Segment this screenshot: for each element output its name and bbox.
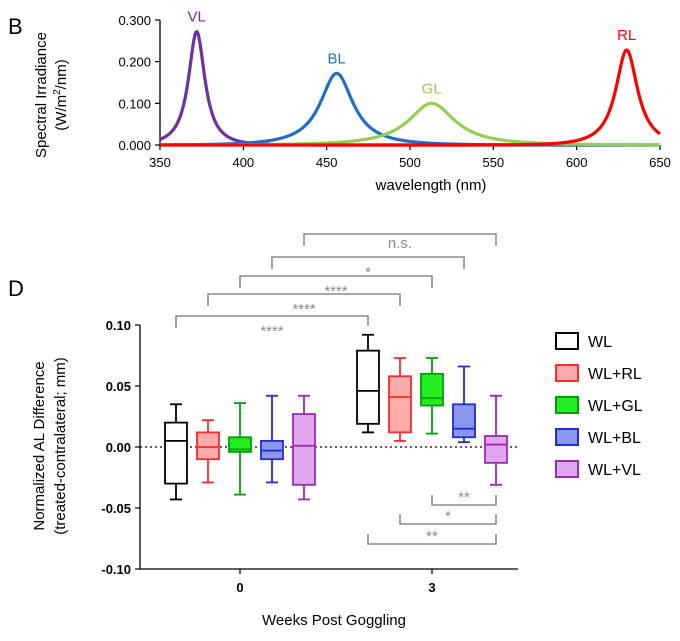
box-wl-gl-week-0 <box>228 402 252 496</box>
panel-b-x-tick-label: 350 <box>149 155 171 170</box>
significance-label: * <box>445 508 451 525</box>
significance-bracket <box>175 315 369 328</box>
panel-b-curves <box>159 30 661 147</box>
panel-b-x-tick-label: 450 <box>316 155 338 170</box>
panel-d-label: D <box>8 276 24 301</box>
panel-d-y-axis-label: Normalized AL Difference <box>31 361 48 530</box>
interquartile-box <box>356 349 380 425</box>
panel-b-y-tick-label: 0.200 <box>118 55 151 70</box>
significance-bracket <box>431 495 497 506</box>
legend-swatch-wl <box>555 332 579 350</box>
spectrum-label-vl: VL <box>187 9 205 26</box>
significance-label: **** <box>292 301 316 318</box>
box-wl-bl-week-3 <box>452 365 476 444</box>
significance-label: ** <box>458 489 470 506</box>
spectral-irradiance-chart: B Spectral Irradiance (W/m2/nm) 0.000 0.1… <box>8 9 671 194</box>
panel-b-curve-labels: VL BL GL RL <box>187 9 636 98</box>
axial-length-boxplot: D Normalized AL Difference (treated-cont… <box>8 233 643 629</box>
spectrum-curve-vl <box>159 30 661 147</box>
panel-b-x-tick-label: 600 <box>566 155 588 170</box>
panel-d-x-tick-label: 0 <box>236 580 243 595</box>
panel-b-y-tick-label: 0.100 <box>118 96 151 111</box>
panel-b-y-tick-label: 0.000 <box>118 138 151 153</box>
significance-bracket <box>271 256 465 269</box>
box-wl-rl-week-3 <box>388 357 412 442</box>
interquartile-box <box>420 372 444 407</box>
panel-d-axes: -0.10 -0.05 0.00 0.05 0.10 0 3 <box>101 318 518 595</box>
significance-label: **** <box>260 323 284 340</box>
legend-swatch-wl-bl <box>555 428 579 446</box>
panel-d-y-tick-label: -0.05 <box>101 501 131 516</box>
significance-brackets: *************n.s.***** <box>175 233 497 545</box>
panel-d-y-tick-label: 0.10 <box>106 318 131 333</box>
significance-bracket <box>303 233 497 246</box>
panel-b-x-axis-label: wavelength (nm) <box>375 177 487 194</box>
box-wl-vl-week-3 <box>484 394 508 486</box>
box-wl-rl-week-0 <box>196 419 220 484</box>
panel-b-y-axis-label: Spectral Irradiance <box>33 32 50 158</box>
significance-label: **** <box>324 283 348 300</box>
legend-label: WL <box>588 334 612 351</box>
panel-d-y-tick-label: -0.10 <box>101 562 131 577</box>
panel-b-x-tick-label: 500 <box>399 155 421 170</box>
panel-b-y-axis-unit: (W/m2/nm) <box>52 59 70 130</box>
interquartile-box <box>196 431 220 461</box>
legend: WL WL+RL WL+GL WL+BL WL+VL <box>555 332 643 479</box>
interquartile-box <box>388 375 412 434</box>
spectrum-label-bl: BL <box>327 50 345 67</box>
panel-b-x-tick-label: 550 <box>482 155 504 170</box>
significance-bracket <box>367 534 497 545</box>
interquartile-box <box>452 403 476 439</box>
significance-label: ** <box>426 528 438 545</box>
panel-b-label: B <box>8 14 23 39</box>
panel-b-y-tick-label: 0.300 <box>118 13 151 28</box>
legend-swatch-wl-vl <box>555 460 579 478</box>
panel-d-y-tick-label: 0.05 <box>106 379 131 394</box>
interquartile-box <box>164 421 188 485</box>
box-wl-gl-week-3 <box>420 357 444 435</box>
legend-label: WL+RL <box>588 366 642 383</box>
spectrum-label-rl: RL <box>617 27 636 44</box>
significance-label: n.s. <box>388 235 412 252</box>
panel-d-x-tick-label: 3 <box>428 580 435 595</box>
box-wl-vl-week-0 <box>292 394 316 501</box>
spectrum-curve-bl <box>159 71 661 147</box>
unit-superscript: 2 <box>52 89 63 95</box>
panel-b-x-tick-label: 400 <box>232 155 254 170</box>
legend-swatch-wl-rl <box>555 364 579 382</box>
box-wl-week-0 <box>164 403 188 501</box>
unit-part-1: (W/m <box>53 95 70 131</box>
spectrum-label-gl: GL <box>422 80 442 97</box>
panel-d-y-tick-label: 0.00 <box>106 440 131 455</box>
interquartile-box <box>484 435 508 464</box>
legend-label: WL+BL <box>588 430 641 447</box>
panel-d-x-axis-label: Weeks Post Goggling <box>262 612 406 629</box>
legend-label: WL+GL <box>588 398 643 415</box>
significance-bracket <box>239 275 433 288</box>
interquartile-box <box>292 413 316 486</box>
box-wl-bl-week-0 <box>260 394 284 484</box>
panel-d-y-axis-unit: (treated-contralateral; mm) <box>52 357 69 535</box>
spectrum-curve-rl <box>159 48 661 147</box>
unit-part-2: /nm) <box>53 59 70 89</box>
panel-b-x-tick-label: 650 <box>649 155 671 170</box>
significance-bracket <box>207 293 401 306</box>
interquartile-box <box>228 436 252 453</box>
panel-d-boxes <box>164 333 508 501</box>
significance-bracket <box>399 514 497 525</box>
box-wl-week-3 <box>356 333 380 434</box>
legend-swatch-wl-gl <box>555 396 579 414</box>
legend-label: WL+VL <box>588 462 641 479</box>
significance-label: * <box>365 264 371 281</box>
